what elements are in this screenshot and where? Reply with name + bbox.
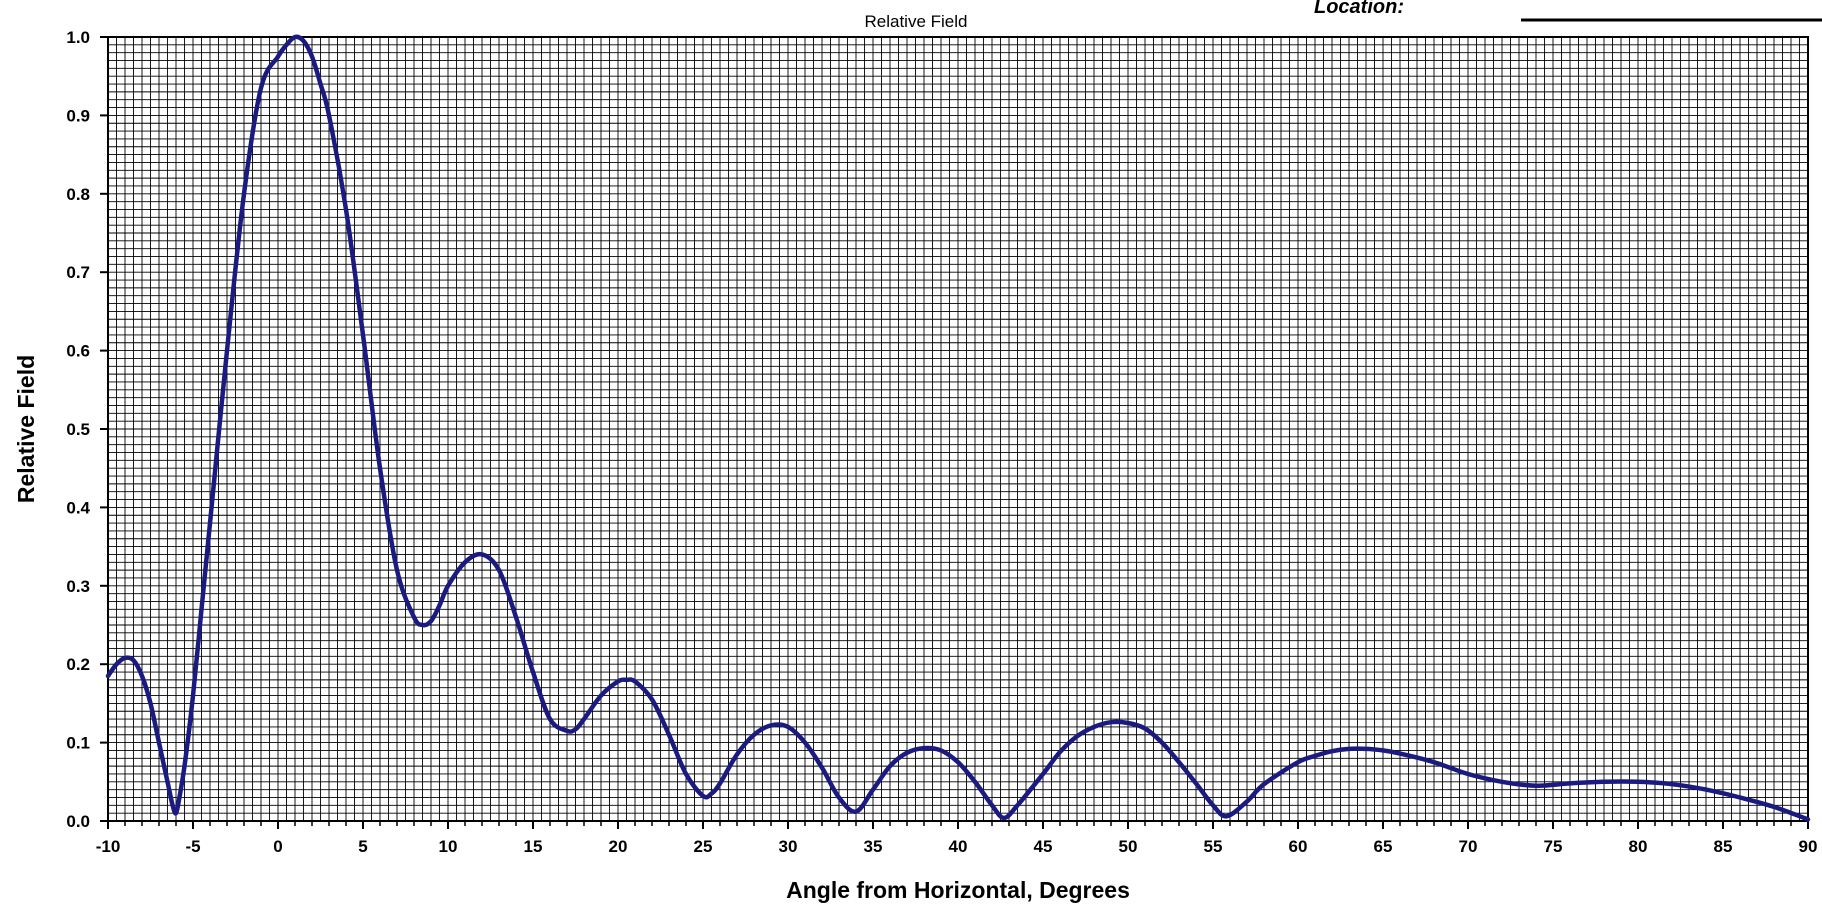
x-axis-ticks: -10 -5 0 5 10 15 20 25 30 35 40 45 50 55 60 65 70 75 80 85 9… bbox=[96, 821, 1818, 856]
x-tick-label: 5 bbox=[358, 837, 367, 856]
x-tick-label: -5 bbox=[185, 837, 200, 856]
chart-title: Relative Field bbox=[865, 12, 968, 31]
y-tick-label: 0.7 bbox=[66, 263, 90, 282]
series-line bbox=[105, 34, 1811, 822]
x-tick-label: 40 bbox=[949, 837, 968, 856]
x-tick-label: 35 bbox=[864, 837, 883, 856]
x-tick-label: -10 bbox=[96, 837, 121, 856]
x-tick-label: 90 bbox=[1799, 837, 1818, 856]
x-tick-label: 0 bbox=[273, 837, 282, 856]
y-tick-label: 1.0 bbox=[66, 28, 90, 47]
x-tick-label: 25 bbox=[694, 837, 713, 856]
y-tick-label: 0.8 bbox=[66, 185, 90, 204]
x-tick-label: 80 bbox=[1629, 837, 1648, 856]
y-tick-label: 0.0 bbox=[66, 812, 90, 831]
x-tick-label: 45 bbox=[1034, 837, 1053, 856]
x-axis-label: Angle from Horizontal, Degrees bbox=[786, 877, 1130, 903]
chart-grid bbox=[108, 37, 1808, 821]
x-tick-label: 75 bbox=[1544, 837, 1563, 856]
y-tick-label: 0.1 bbox=[66, 734, 90, 753]
y-tick-label: 0.3 bbox=[66, 577, 90, 596]
x-tick-label: 70 bbox=[1459, 837, 1478, 856]
x-tick-label: 60 bbox=[1289, 837, 1308, 856]
location-label: Location: bbox=[1314, 0, 1404, 18]
x-tick-label: 15 bbox=[524, 837, 543, 856]
x-tick-label: 65 bbox=[1374, 837, 1393, 856]
y-tick-label: 0.9 bbox=[66, 106, 90, 125]
x-tick-label: 85 bbox=[1714, 837, 1733, 856]
x-tick-label: 50 bbox=[1119, 837, 1138, 856]
y-tick-label: 0.5 bbox=[66, 420, 90, 439]
y-axis-label: Relative Field bbox=[13, 355, 39, 503]
x-tick-label: 20 bbox=[609, 837, 628, 856]
x-tick-label: 10 bbox=[439, 837, 458, 856]
y-tick-label: 0.6 bbox=[66, 342, 90, 361]
x-tick-label: 30 bbox=[779, 837, 798, 856]
y-tick-label: 0.2 bbox=[66, 655, 90, 674]
x-tick-label: 55 bbox=[1204, 837, 1223, 856]
y-axis-ticks: 0.0 0.1 0.2 0.3 0.4 0.5 0.6 0.7 0.8 0.9 1.0 bbox=[66, 28, 108, 831]
y-tick-label: 0.4 bbox=[66, 498, 90, 517]
